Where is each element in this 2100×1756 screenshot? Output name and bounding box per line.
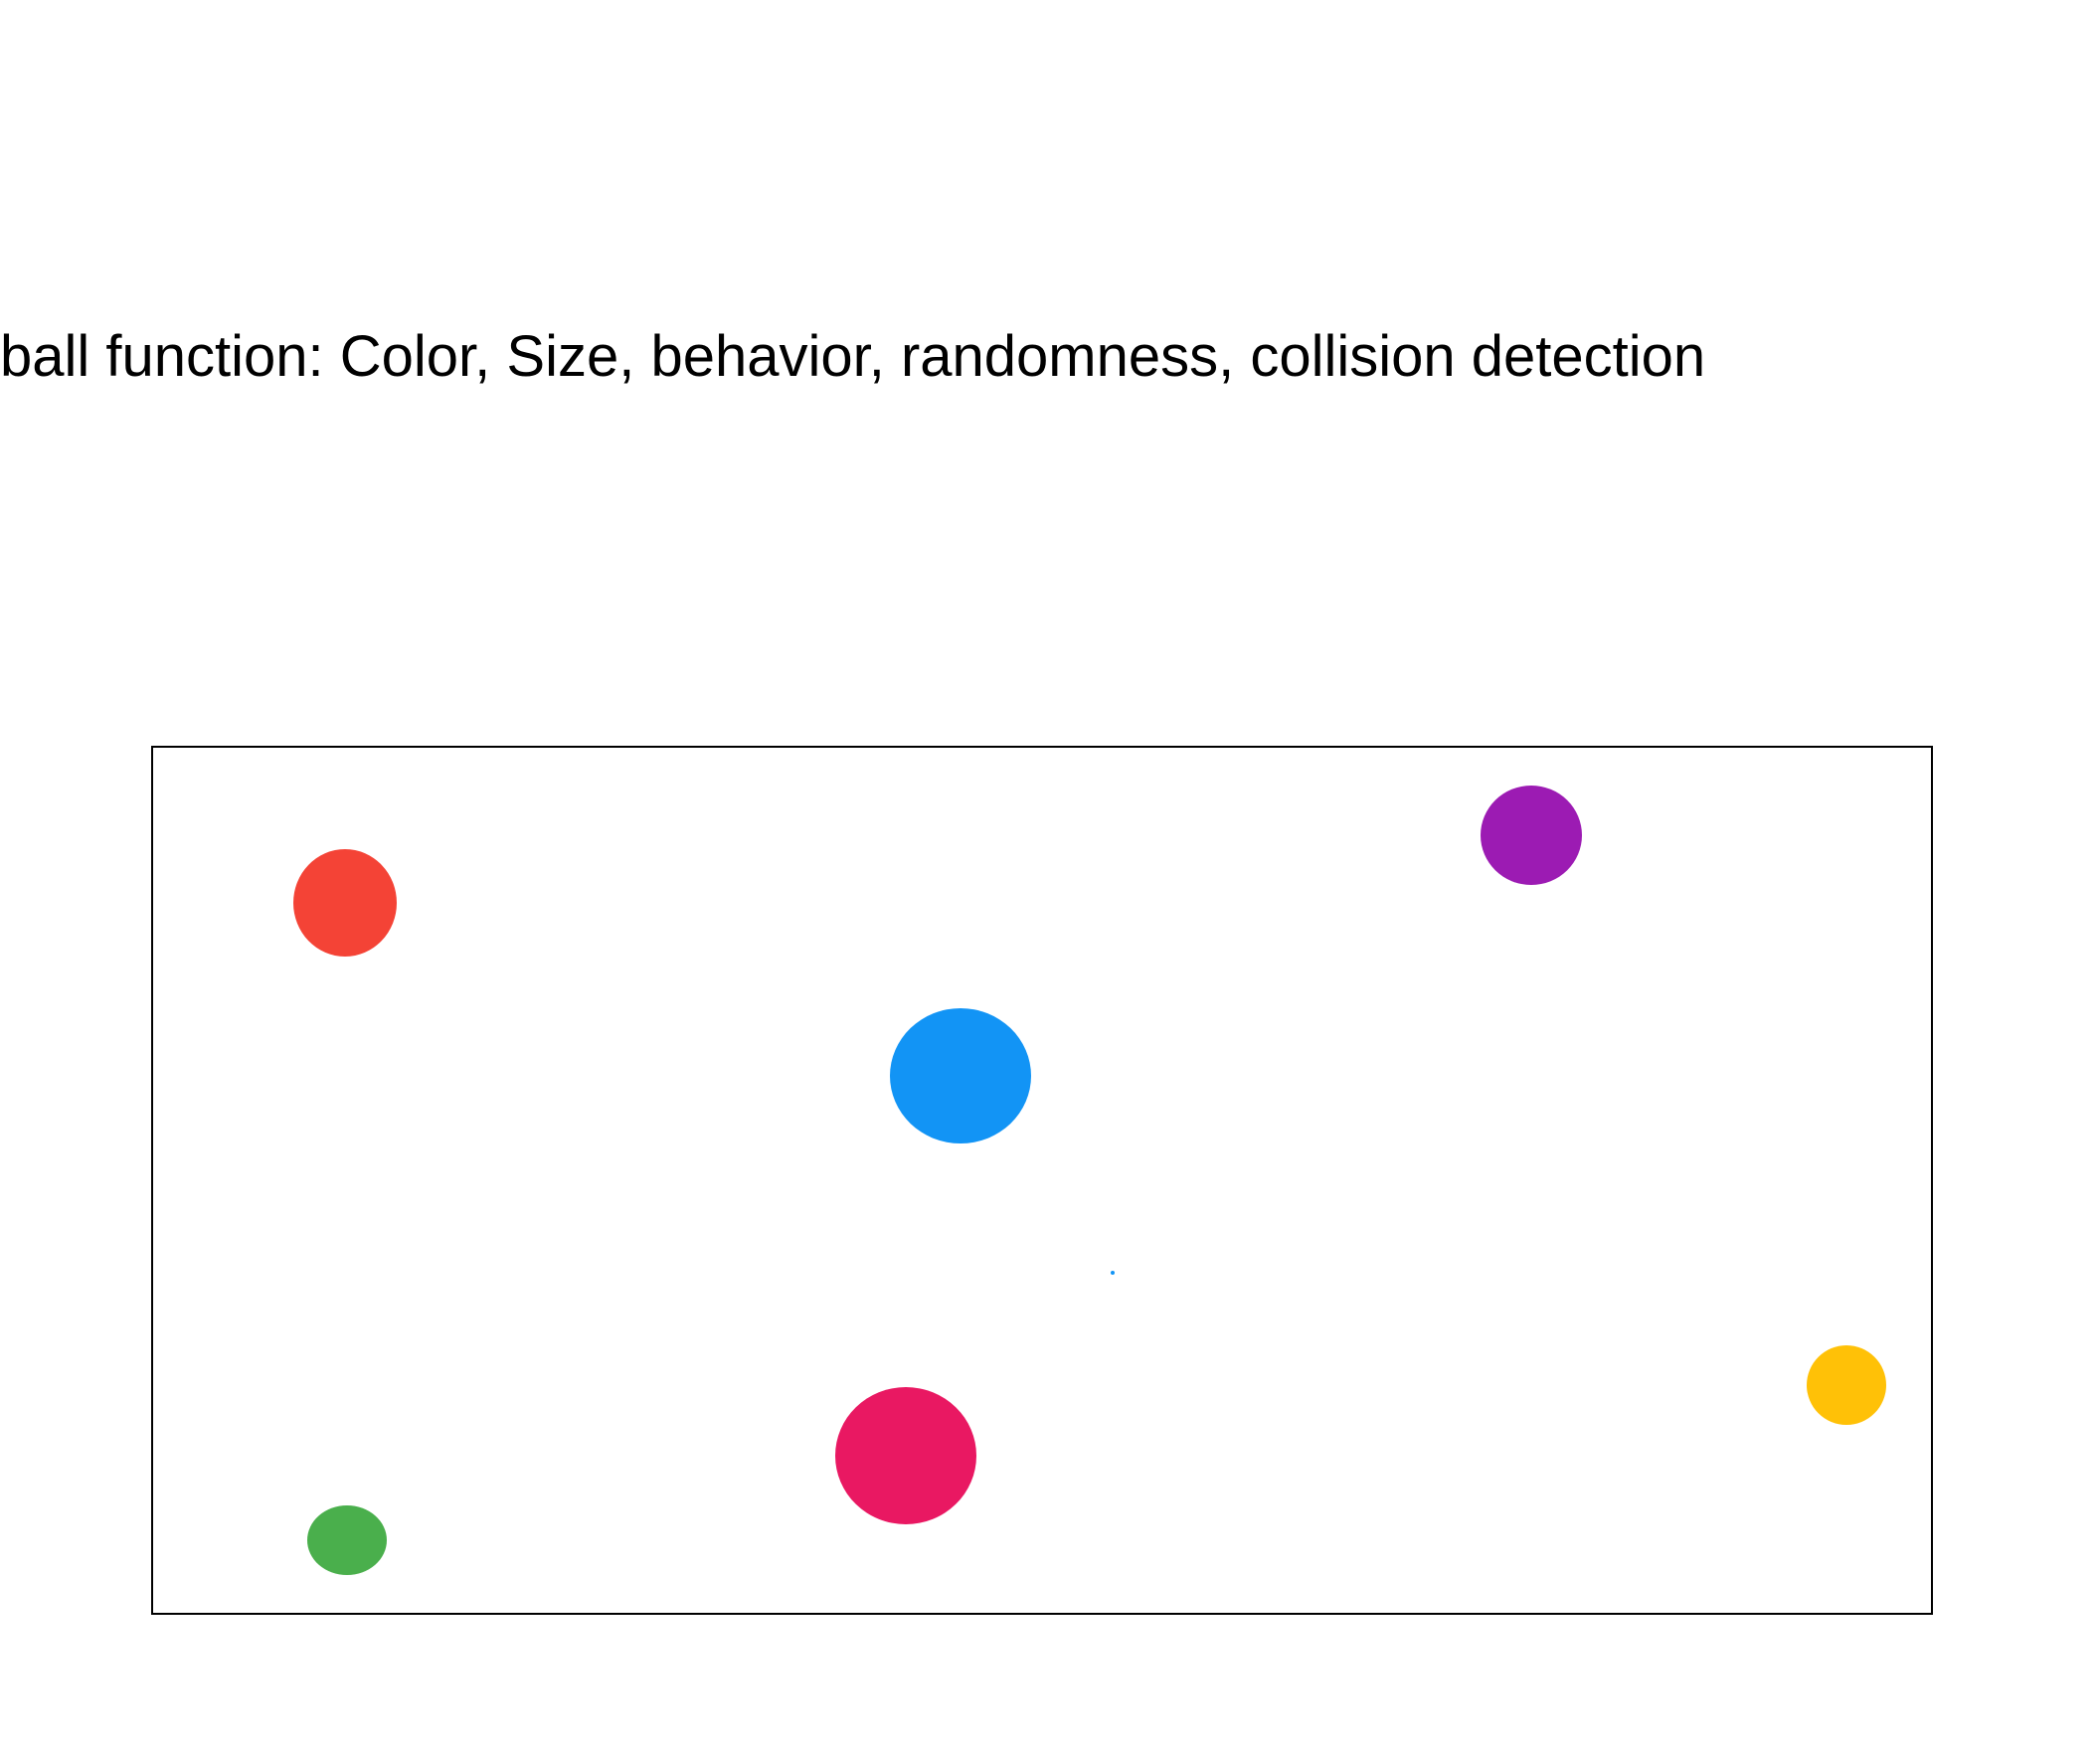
ball-green bbox=[307, 1505, 387, 1575]
ball-tiny-blue bbox=[1111, 1271, 1115, 1275]
ball-yellow bbox=[1807, 1345, 1886, 1425]
page-heading: ball function: Color, Size, behavior, ra… bbox=[0, 324, 1706, 389]
ball-purple bbox=[1481, 786, 1582, 885]
ball-blue bbox=[890, 1008, 1031, 1143]
ball-canvas[interactable] bbox=[151, 746, 1933, 1615]
ball-red bbox=[293, 849, 397, 957]
ball-pink bbox=[835, 1387, 976, 1524]
